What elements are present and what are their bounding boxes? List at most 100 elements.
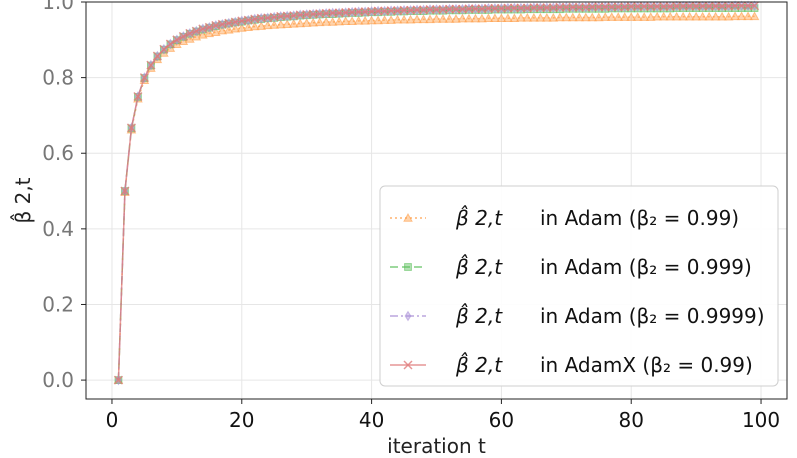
data-point: [529, 12, 539, 22]
data-point: [470, 13, 481, 23]
data-point: [529, 3, 539, 13]
data-point: [554, 12, 565, 22]
data-point: [561, 2, 571, 12]
data-point: [750, 1, 760, 11]
data-point: [217, 25, 228, 35]
data-point: [438, 13, 448, 23]
data-point: [204, 28, 215, 38]
data-point: [574, 12, 585, 22]
data-point: [704, 1, 714, 11]
data-point: [159, 44, 169, 54]
data-point: [645, 12, 656, 21]
data-point: [113, 375, 123, 385]
data-point: [574, 2, 584, 12]
data-point: [711, 1, 721, 11]
legend-entry: β̂ 2,t in Adam (β₂ = 0.999): [390, 254, 752, 279]
data-point: [698, 1, 708, 11]
data-point: [541, 12, 552, 22]
data-point: [327, 17, 338, 26]
data-point: [633, 2, 643, 12]
data-point: [172, 35, 182, 45]
x-axis-label: iteration t: [387, 434, 486, 458]
data-point: [373, 15, 383, 25]
legend-entry: β̂ 2,t in Adam (β₂ = 0.9999): [390, 303, 765, 328]
data-point: [262, 20, 273, 30]
data-point: [659, 2, 669, 12]
data-point: [730, 1, 740, 11]
data-point: [399, 14, 409, 24]
data-point: [594, 2, 604, 12]
data-point: [743, 11, 753, 21]
data-point: [658, 11, 669, 21]
data-point: [295, 18, 306, 28]
data-point: [613, 2, 623, 12]
data-point: [743, 1, 753, 11]
data-point: [490, 3, 500, 13]
data-point: [197, 29, 208, 39]
data-point: [567, 12, 578, 22]
data-point: [198, 24, 208, 34]
data-point: [587, 2, 597, 12]
data-point: [386, 15, 396, 24]
data-point: [185, 28, 195, 38]
data-point: [503, 3, 513, 13]
data-point: [652, 2, 662, 12]
data-point: [178, 31, 188, 41]
legend-label: in Adam (β₂ = 0.9999): [540, 304, 765, 328]
data-point: [548, 12, 559, 22]
data-point: [282, 19, 293, 29]
data-point: [321, 17, 332, 26]
data-point: [580, 12, 591, 22]
data-point: [451, 4, 461, 14]
data-point: [464, 13, 474, 23]
legend-marker: [403, 212, 413, 222]
data-point: [191, 26, 201, 36]
data-point: [431, 13, 442, 23]
data-point: [483, 3, 493, 13]
data-point: [749, 11, 760, 21]
y-tick-label: 0.0: [42, 368, 74, 392]
data-point: [457, 13, 468, 23]
data-point: [542, 3, 552, 13]
legend-label: in Adam (β₂ = 0.999): [540, 255, 752, 279]
data-point: [626, 12, 637, 21]
data-point: [451, 13, 461, 23]
x-tick-label: 60: [489, 408, 514, 432]
data-point: [691, 1, 701, 11]
data-point: [587, 12, 598, 22]
legend-marker: [404, 310, 412, 322]
data-point: [126, 123, 136, 133]
data-point: [561, 12, 572, 22]
data-point: [146, 60, 156, 70]
data-point: [737, 1, 747, 11]
legend-marker: [404, 263, 412, 271]
data-point: [678, 1, 688, 11]
data-point: [678, 11, 688, 21]
data-point: [684, 11, 695, 21]
data-point: [672, 1, 682, 11]
data-point: [269, 20, 280, 29]
data-point: [509, 13, 520, 22]
plot-series: [113, 0, 760, 386]
data-point: [353, 15, 364, 25]
x-tick-label: 40: [359, 408, 384, 432]
data-point: [730, 11, 740, 21]
data-point: [568, 2, 578, 12]
data-point: [431, 5, 442, 15]
data-point: [328, 8, 338, 18]
y-tick-label: 0.6: [42, 141, 74, 165]
data-point: [444, 13, 455, 23]
data-point: [503, 13, 513, 22]
x-tick-label: 20: [229, 408, 254, 432]
data-point: [652, 11, 663, 21]
data-point: [301, 18, 312, 27]
data-point: [639, 12, 650, 21]
data-point: [619, 12, 630, 21]
legend-label: in AdamX (β₂ = 0.99): [540, 353, 753, 377]
plot-frame: [85, 1, 788, 400]
data-point: [671, 11, 682, 21]
data-point: [340, 16, 351, 25]
legend-marker: [403, 360, 413, 370]
data-point: [593, 12, 604, 22]
data-point: [477, 13, 487, 23]
